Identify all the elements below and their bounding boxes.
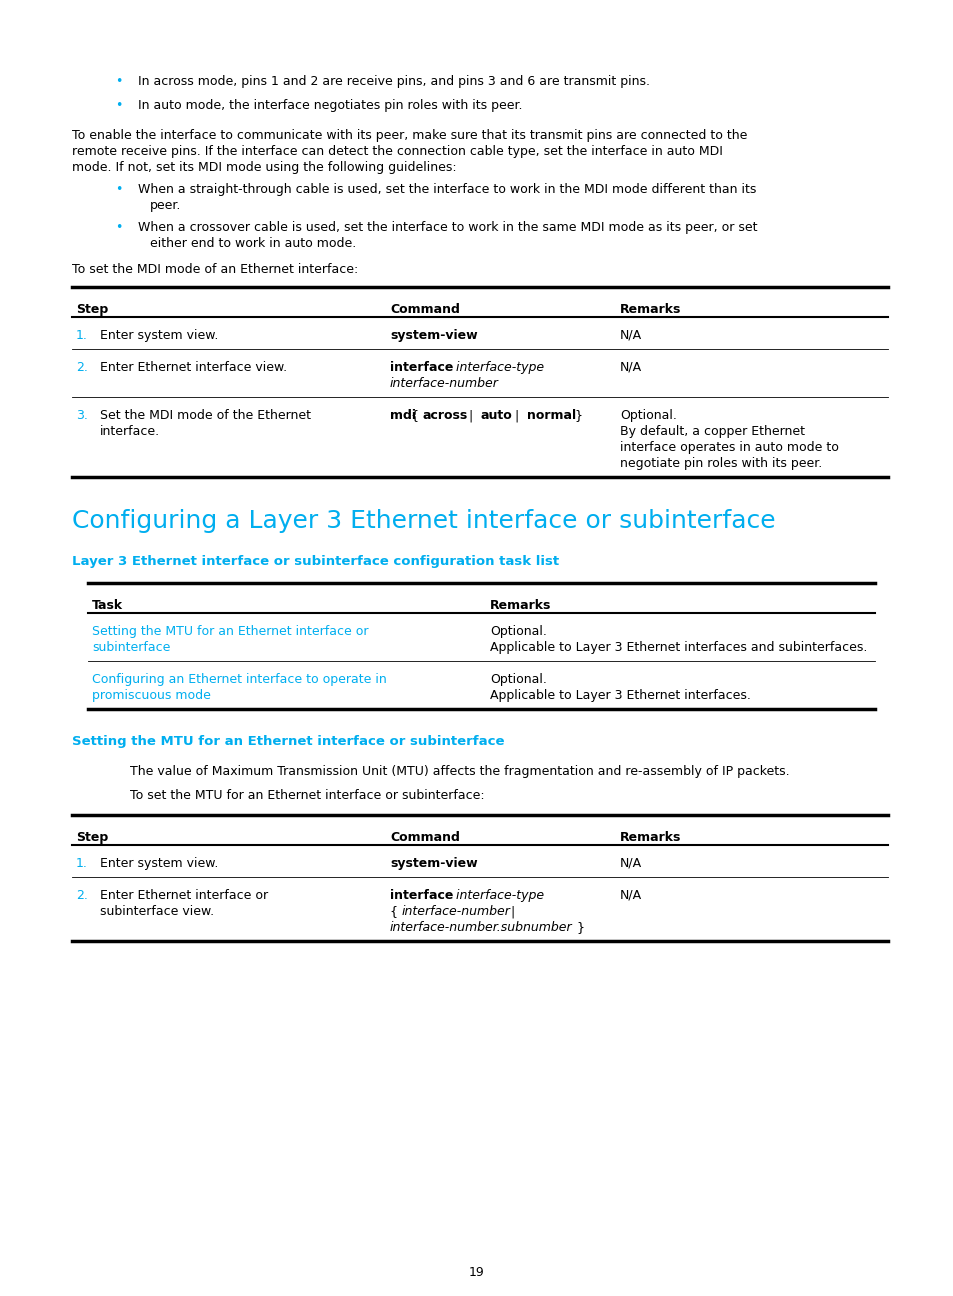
Text: N/A: N/A xyxy=(619,857,641,870)
Text: 2.: 2. xyxy=(76,362,88,375)
Text: subinterface view.: subinterface view. xyxy=(100,905,213,918)
Text: Remarks: Remarks xyxy=(490,599,551,612)
Text: Optional.: Optional. xyxy=(490,625,546,638)
Text: Applicable to Layer 3 Ethernet interfaces and subinterfaces.: Applicable to Layer 3 Ethernet interface… xyxy=(490,642,866,654)
Text: |: | xyxy=(464,410,476,422)
Text: either end to work in auto mode.: either end to work in auto mode. xyxy=(150,237,355,250)
Text: Step: Step xyxy=(76,303,108,316)
Text: Configuring a Layer 3 Ethernet interface or subinterface: Configuring a Layer 3 Ethernet interface… xyxy=(71,509,775,533)
Text: •: • xyxy=(115,222,122,235)
Text: 1.: 1. xyxy=(76,329,88,342)
Text: mdi: mdi xyxy=(390,410,416,422)
Text: Enter system view.: Enter system view. xyxy=(100,329,218,342)
Text: interface: interface xyxy=(390,362,453,375)
Text: 2.: 2. xyxy=(76,889,88,902)
Text: system-view: system-view xyxy=(390,857,477,870)
Text: }: } xyxy=(573,921,584,934)
Text: Applicable to Layer 3 Ethernet interfaces.: Applicable to Layer 3 Ethernet interface… xyxy=(490,689,750,702)
Text: interface-number: interface-number xyxy=(401,905,511,918)
Text: The value of Maximum Transmission Unit (MTU) affects the fragmentation and re-as: The value of Maximum Transmission Unit (… xyxy=(130,765,789,778)
Text: To set the MDI mode of an Ethernet interface:: To set the MDI mode of an Ethernet inter… xyxy=(71,263,358,276)
Text: interface: interface xyxy=(390,889,453,902)
Text: Enter Ethernet interface or: Enter Ethernet interface or xyxy=(100,889,268,902)
Text: across: across xyxy=(422,410,468,422)
Text: Layer 3 Ethernet interface or subinterface configuration task list: Layer 3 Ethernet interface or subinterfa… xyxy=(71,555,558,568)
Text: Remarks: Remarks xyxy=(619,303,680,316)
Text: interface-number.subnumber: interface-number.subnumber xyxy=(390,921,572,934)
Text: To set the MTU for an Ethernet interface or subinterface:: To set the MTU for an Ethernet interface… xyxy=(130,789,484,802)
Text: interface operates in auto mode to: interface operates in auto mode to xyxy=(619,441,838,454)
Text: Task: Task xyxy=(91,599,123,612)
Text: When a straight-through cable is used, set the interface to work in the MDI mode: When a straight-through cable is used, s… xyxy=(138,183,756,196)
Text: 3.: 3. xyxy=(76,410,88,422)
Text: Enter system view.: Enter system view. xyxy=(100,857,218,870)
Text: peer.: peer. xyxy=(150,200,181,213)
Text: {: { xyxy=(390,905,401,918)
Text: Command: Command xyxy=(390,303,459,316)
Text: In auto mode, the interface negotiates pin roles with its peer.: In auto mode, the interface negotiates p… xyxy=(138,98,522,111)
Text: N/A: N/A xyxy=(619,329,641,342)
Text: By default, a copper Ethernet: By default, a copper Ethernet xyxy=(619,425,804,438)
Text: normal: normal xyxy=(526,410,576,422)
Text: Configuring an Ethernet interface to operate in: Configuring an Ethernet interface to ope… xyxy=(91,673,386,686)
Text: 1.: 1. xyxy=(76,857,88,870)
Text: Step: Step xyxy=(76,831,108,844)
Text: •: • xyxy=(115,98,122,111)
Text: N/A: N/A xyxy=(619,889,641,902)
Text: When a crossover cable is used, set the interface to work in the same MDI mode a: When a crossover cable is used, set the … xyxy=(138,222,757,235)
Text: mode. If not, set its MDI mode using the following guidelines:: mode. If not, set its MDI mode using the… xyxy=(71,161,456,174)
Text: interface-type: interface-type xyxy=(452,889,543,902)
Text: Optional.: Optional. xyxy=(490,673,546,686)
Text: N/A: N/A xyxy=(619,362,641,375)
Text: {: { xyxy=(411,410,422,422)
Text: auto: auto xyxy=(480,410,512,422)
Text: Setting the MTU for an Ethernet interface or subinterface: Setting the MTU for an Ethernet interfac… xyxy=(71,735,504,748)
Text: }: } xyxy=(571,410,582,422)
Text: interface-number: interface-number xyxy=(390,377,498,390)
Text: system-view: system-view xyxy=(390,329,477,342)
Text: subinterface: subinterface xyxy=(91,642,171,654)
Text: remote receive pins. If the interface can detect the connection cable type, set : remote receive pins. If the interface ca… xyxy=(71,145,722,158)
Text: Remarks: Remarks xyxy=(619,831,680,844)
Text: negotiate pin roles with its peer.: negotiate pin roles with its peer. xyxy=(619,457,821,470)
Text: In across mode, pins 1 and 2 are receive pins, and pins 3 and 6 are transmit pin: In across mode, pins 1 and 2 are receive… xyxy=(138,75,649,88)
Text: To enable the interface to communicate with its peer, make sure that its transmi: To enable the interface to communicate w… xyxy=(71,130,746,143)
Text: interface.: interface. xyxy=(100,425,160,438)
Text: Setting the MTU for an Ethernet interface or: Setting the MTU for an Ethernet interfac… xyxy=(91,625,368,638)
Text: interface-type: interface-type xyxy=(452,362,543,375)
Text: •: • xyxy=(115,183,122,196)
Text: 19: 19 xyxy=(469,1266,484,1279)
Text: |: | xyxy=(511,410,522,422)
Text: Enter Ethernet interface view.: Enter Ethernet interface view. xyxy=(100,362,287,375)
Text: Command: Command xyxy=(390,831,459,844)
Text: Set the MDI mode of the Ethernet: Set the MDI mode of the Ethernet xyxy=(100,410,311,422)
Text: •: • xyxy=(115,75,122,88)
Text: |: | xyxy=(506,905,515,918)
Text: Optional.: Optional. xyxy=(619,410,677,422)
Text: promiscuous mode: promiscuous mode xyxy=(91,689,211,702)
